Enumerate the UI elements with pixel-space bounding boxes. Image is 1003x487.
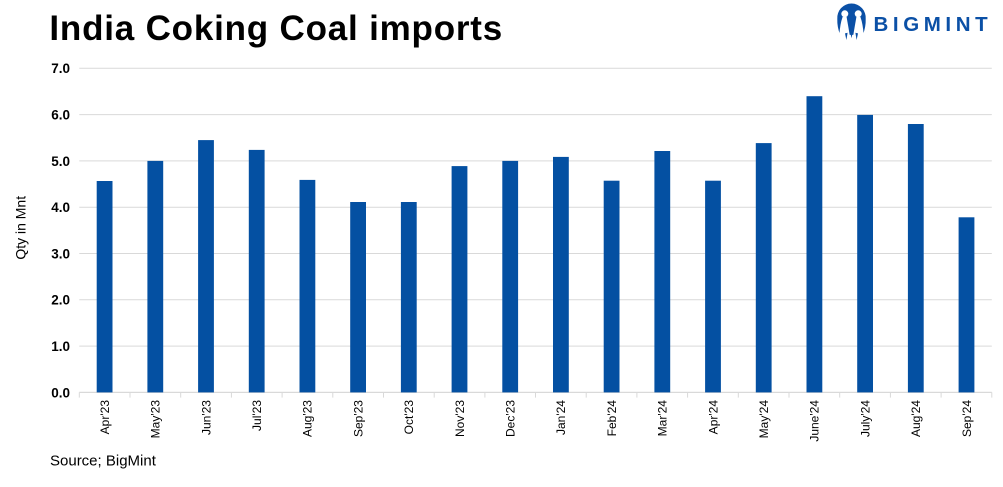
svg-text:May'24: May'24 — [757, 400, 771, 439]
svg-text:May'23: May'23 — [149, 400, 163, 439]
svg-text:4.0: 4.0 — [51, 200, 70, 215]
svg-text:Sep'23: Sep'23 — [351, 400, 365, 437]
svg-text:Oct'23: Oct'23 — [402, 400, 416, 435]
svg-text:India Coking Coal imports: India Coking Coal imports — [49, 9, 503, 48]
svg-text:June'24: June'24 — [808, 400, 822, 442]
svg-text:Qty in Mnt: Qty in Mnt — [12, 196, 28, 260]
svg-text:Jan'24: Jan'24 — [554, 400, 568, 435]
svg-text:Feb'24: Feb'24 — [605, 400, 619, 437]
svg-text:0.0: 0.0 — [51, 385, 70, 400]
svg-text:Aug'24: Aug'24 — [909, 400, 923, 437]
svg-text:6.0: 6.0 — [51, 108, 70, 123]
svg-text:Apr'24: Apr'24 — [706, 400, 720, 435]
svg-text:7.0: 7.0 — [51, 61, 70, 76]
svg-text:Jul'23: Jul'23 — [250, 400, 264, 431]
svg-text:Mar'24: Mar'24 — [656, 400, 670, 437]
svg-text:Sep'24: Sep'24 — [960, 400, 974, 437]
svg-text:5.0: 5.0 — [51, 154, 70, 169]
svg-text:Nov'23: Nov'23 — [453, 400, 467, 437]
svg-text:3.0: 3.0 — [51, 246, 70, 261]
svg-text:Dec'23: Dec'23 — [504, 400, 518, 437]
svg-text:Source; BigMint: Source; BigMint — [50, 453, 157, 470]
svg-text:2.0: 2.0 — [51, 293, 70, 308]
svg-text:Jun'23: Jun'23 — [199, 400, 213, 435]
svg-text:Aug'23: Aug'23 — [301, 400, 315, 437]
svg-text:Apr'23: Apr'23 — [98, 400, 112, 435]
svg-text:1.0: 1.0 — [51, 339, 70, 354]
svg-text:July'24: July'24 — [858, 400, 872, 437]
svg-text:BIGMINT: BIGMINT — [874, 13, 993, 36]
